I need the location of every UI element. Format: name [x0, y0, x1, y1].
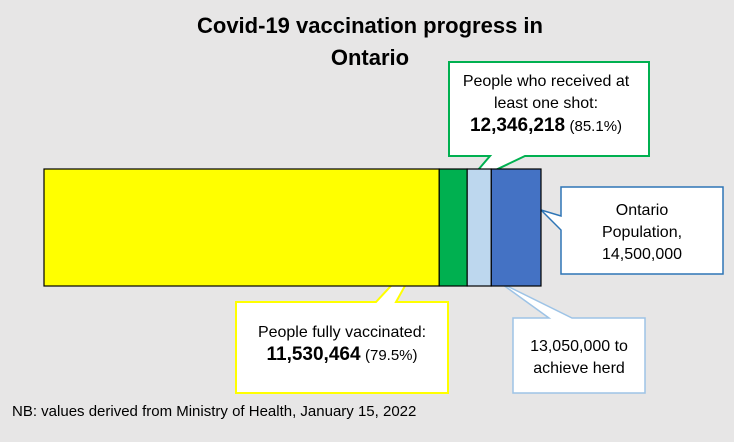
population-callout: [540, 186, 724, 275]
one-shot-value: 12,346,218: [469, 115, 566, 136]
one-shot-label-line2: least one shot:: [493, 95, 599, 112]
population-callout-text: Ontario Population, 14,500,000: [561, 200, 723, 266]
population-label-line1: Ontario: [615, 202, 669, 219]
fully-vaccinated-value: 11,530,464: [266, 344, 361, 365]
herd-callout-text: 13,050,000 to achieve herd: [513, 336, 645, 380]
fully-vaccinated-callout-text: People fully vaccinated: 11,530,464 (79.…: [236, 322, 448, 367]
fully-vaccinated-label: People fully vaccinated:: [257, 324, 427, 341]
chart-title: Covid-19 vaccination progress in Ontario: [120, 10, 620, 74]
fully-vaccinated-percent: (79.5%): [364, 347, 418, 364]
bar-segment-2: [438, 168, 468, 287]
herd-label-line2: achieve herd: [533, 360, 625, 377]
source-note: NB: values derived from Ministry of Heal…: [12, 403, 417, 420]
population-value: 14,500,000: [601, 246, 683, 263]
one-shot-percent: (85.1%): [569, 118, 623, 135]
chart-title-line1: Covid-19 vaccination progress in: [197, 13, 543, 38]
herd-callout: [498, 281, 646, 394]
herd-label-line1: 13,050,000 to: [530, 338, 628, 355]
chart-title-line2: Ontario: [330, 45, 410, 70]
bar-segment-1: [43, 168, 440, 287]
bar-segment-4: [490, 168, 542, 287]
one-shot-label-line1: People who received at: [462, 73, 630, 90]
population-label-line2: Population,: [601, 224, 683, 241]
one-shot-callout-text: People who received at least one shot: 1…: [449, 71, 643, 138]
bar-segment-3: [466, 168, 492, 287]
